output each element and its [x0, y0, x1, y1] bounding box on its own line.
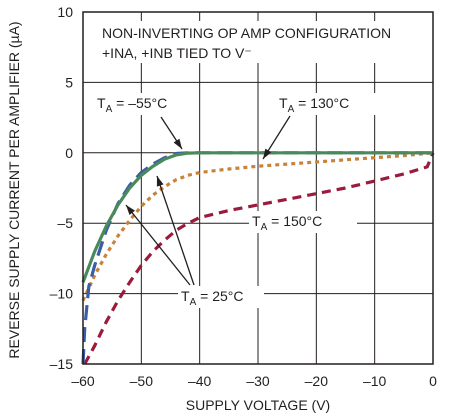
x-tick-label: –60 [71, 373, 95, 389]
x-tick-label: –20 [305, 373, 329, 389]
note-line-1: NON-INVERTING OP AMP CONFIGURATION [102, 25, 391, 41]
annotation-arrow-head [156, 176, 164, 187]
series-line-1 [81, 151, 433, 283]
y-axis-label: REVERSE SUPPLY CURRENT PER AMPLIFIER (µA… [6, 21, 22, 358]
series-label-1: TA = 25°C [181, 288, 243, 308]
x-tick-label: –10 [363, 373, 387, 389]
plot-frame [82, 11, 434, 365]
notes-box [98, 21, 420, 63]
series-label-2: TA = 130°C [279, 95, 349, 115]
x-tick-label: –50 [130, 373, 154, 389]
note-line-2: +INA, +INB TIED TO V⁻ [102, 45, 252, 61]
x-tick-label: 0 [429, 373, 437, 389]
annotation-arrow-head [263, 148, 272, 159]
x-axis-label: SUPPLY VOLTAGE (V) [186, 397, 330, 413]
y-tick-label: 5 [65, 74, 73, 90]
annotation-arrow-line [156, 175, 195, 286]
y-tick-label: –5 [57, 215, 73, 231]
series-label-3: TA = 150°C [252, 213, 322, 233]
series-label-bg [249, 211, 357, 233]
series-label-bg [178, 286, 264, 308]
series-labels: TA = –55°C TA = 25°C TA = 130°C TA = 150°C [94, 93, 380, 308]
series-label-bg [276, 93, 380, 115]
y-tick-label: 0 [65, 145, 73, 161]
series [81, 151, 435, 365]
annotation-arrow-head [173, 138, 182, 149]
series-label-bg [94, 93, 194, 115]
x-tick-label: –40 [188, 373, 212, 389]
grid [83, 12, 433, 364]
y-tick-label: –15 [50, 356, 74, 372]
y-tick-label: 10 [57, 4, 73, 20]
x-tick-label: –30 [246, 373, 270, 389]
series-line-3 [83, 152, 435, 365]
annotation-arrow-head [126, 205, 135, 215]
annotation-arrow-line [125, 204, 191, 286]
series-line-0 [81, 151, 433, 365]
series-label-0: TA = –55°C [97, 95, 167, 115]
y-tick-label: –10 [50, 286, 74, 302]
series-line-2 [81, 151, 434, 302]
